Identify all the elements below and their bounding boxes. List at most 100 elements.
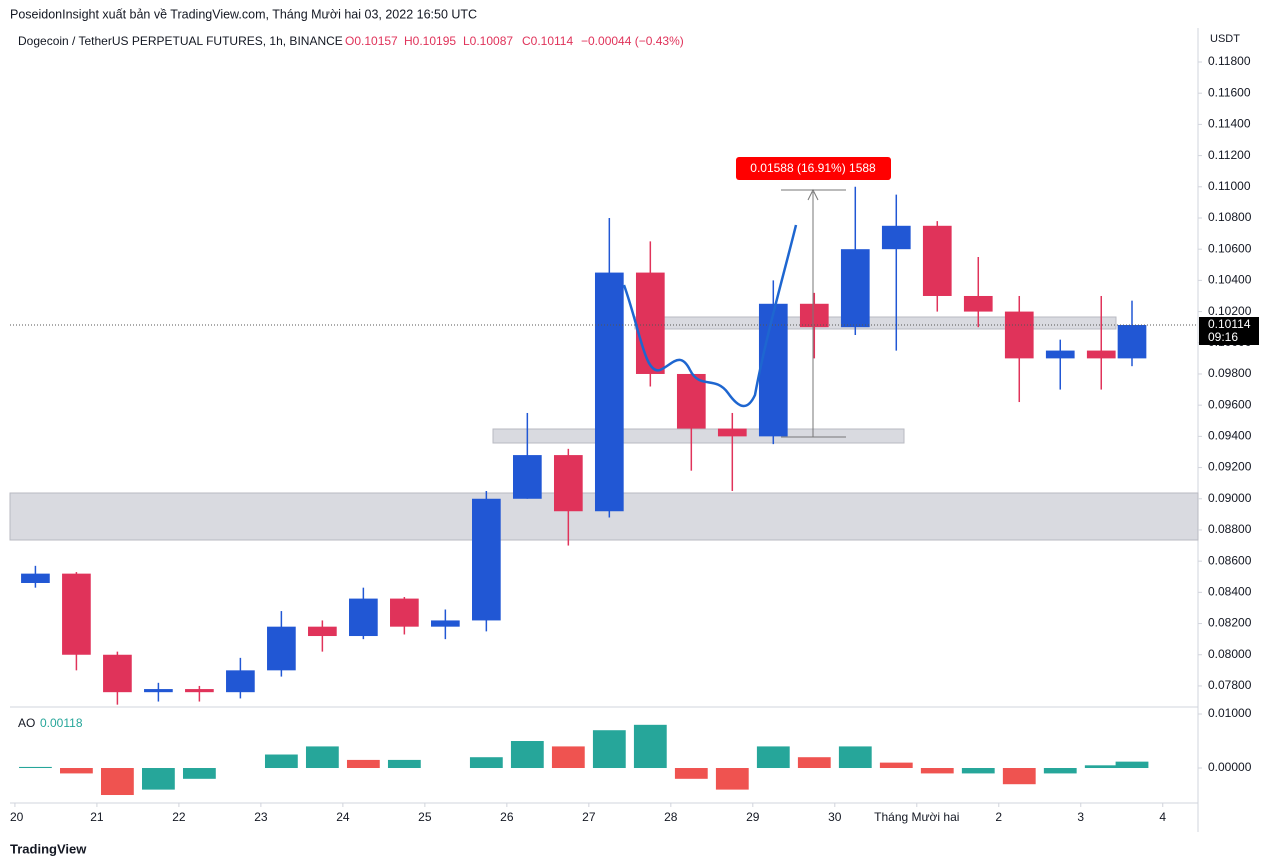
- candle-body: [144, 689, 173, 693]
- x-tick-label: 22: [172, 810, 186, 824]
- currency: USDT: [1210, 33, 1240, 45]
- y-tick-label: 0.10200: [1208, 304, 1252, 318]
- candle-body: [267, 626, 296, 671]
- candle-body: [922, 225, 952, 296]
- x-tick-label: 23: [254, 810, 268, 824]
- ao-bar: [674, 768, 708, 779]
- ao-bar: [101, 768, 134, 796]
- x-tick-label: 3: [1077, 810, 1084, 824]
- candle-body: [226, 670, 255, 693]
- resistance-zone: [634, 316, 1117, 330]
- ao-bar: [920, 768, 954, 774]
- y-tick-label: 0.11400: [1208, 117, 1251, 131]
- y-tick-label: 0.10600: [1208, 241, 1252, 255]
- candle-body: [758, 303, 788, 437]
- ao-bar: [797, 757, 831, 769]
- x-tick-label: 2: [995, 810, 1002, 824]
- chart-title: Dogecoin / TetherUS PERPETUAL FUTURES, 1…: [18, 34, 343, 48]
- last-price-box: [1199, 316, 1259, 345]
- ao-bar: [60, 768, 93, 774]
- ao-bar: [838, 746, 872, 769]
- measure-label: 0.01588 (16.91%) 1588: [750, 161, 876, 175]
- indicator-name: AO: [18, 716, 35, 730]
- candle-body: [472, 498, 501, 621]
- ao-bar: [879, 762, 913, 769]
- x-tick-label: 21: [90, 810, 104, 824]
- candle-body: [512, 455, 542, 499]
- support-zone: [492, 428, 905, 444]
- x-tick-label: 4: [1159, 810, 1166, 824]
- x-tick-label: 26: [500, 810, 514, 824]
- candle-body: [1045, 350, 1075, 359]
- y-tick-label: 0.08800: [1208, 522, 1252, 536]
- projection-curve: [622, 224, 798, 408]
- candle-body: [717, 428, 747, 437]
- candle-body: [1117, 324, 1147, 359]
- candle-body: [635, 272, 665, 374]
- ao-bar: [264, 754, 298, 769]
- ao-bar: [1084, 765, 1118, 769]
- y-tick-label: 0.11000: [1208, 179, 1251, 193]
- x-tick-label: 27: [582, 810, 596, 824]
- brand: TradingView: [10, 841, 87, 856]
- y-tick-label: 0.11200: [1208, 148, 1251, 162]
- ao-bar: [1115, 761, 1149, 769]
- candle-body: [799, 303, 829, 328]
- y-tick-label: 0.09000: [1208, 491, 1252, 505]
- x-tick-label: 20: [10, 810, 24, 824]
- candle-body: [1004, 311, 1034, 359]
- x-tick-label: 30: [828, 810, 842, 824]
- ao-bar: [633, 724, 667, 769]
- y2-tick-label: 0.01000: [1208, 706, 1252, 720]
- x-tick-label: 28: [664, 810, 678, 824]
- x-tick-label: Tháng Mười hai: [874, 810, 959, 824]
- ao-bar: [1043, 768, 1077, 774]
- candle-body: [1086, 350, 1116, 359]
- candle-body: [963, 295, 993, 312]
- ao-bar: [387, 759, 421, 769]
- candle-body: [594, 272, 624, 512]
- ao-bar: [19, 766, 52, 769]
- ao-bar: [346, 759, 380, 769]
- ao-bar: [551, 746, 585, 769]
- candle-body: [103, 654, 132, 693]
- x-tick-label: 24: [336, 810, 350, 824]
- measure-box: [736, 157, 891, 180]
- measure-arrow: [807, 188, 819, 201]
- ao-bar: [961, 768, 995, 774]
- ao-bar: [715, 768, 749, 790]
- y2-tick-label: 0.00000: [1208, 760, 1252, 774]
- candle-body: [881, 225, 911, 250]
- y-tick-label: 0.09200: [1208, 460, 1252, 474]
- legend-open: O0.10157: [345, 34, 398, 48]
- candle-body: [840, 249, 870, 328]
- ao-bar: [510, 741, 544, 769]
- y-tick-label: 0.08000: [1208, 647, 1252, 661]
- y-tick-label: 0.07800: [1208, 678, 1252, 692]
- candle-body: [349, 598, 378, 637]
- legend-high: H0.10195: [404, 34, 456, 48]
- candle-body: [185, 689, 214, 693]
- ao-bar: [1002, 768, 1036, 785]
- legend-change: −0.00044 (−0.43%): [581, 34, 684, 48]
- y-tick-label: 0.09400: [1208, 429, 1252, 443]
- y-tick-label: 0.09600: [1208, 397, 1252, 411]
- y-tick-label: 0.08200: [1208, 616, 1252, 630]
- y-tick-label: 0.09800: [1208, 366, 1252, 380]
- candle-body: [390, 598, 419, 627]
- candle-body: [553, 455, 583, 512]
- last-price-label: 0.10114: [1208, 317, 1251, 331]
- legend-close: C0.10114: [522, 34, 573, 48]
- y-tick-label: 0.08400: [1208, 585, 1252, 599]
- y-tick-label: 0.08600: [1208, 553, 1252, 567]
- ao-bar: [469, 757, 503, 769]
- countdown: 09:16: [1208, 330, 1238, 344]
- ao-bar: [305, 746, 339, 769]
- y-tick-label: 0.10400: [1208, 273, 1252, 287]
- ao-bar: [756, 746, 790, 769]
- y-tick-label: 0.11800: [1208, 54, 1251, 68]
- x-tick-label: 25: [418, 810, 432, 824]
- candle-body: [62, 573, 91, 655]
- candle-body: [431, 620, 460, 627]
